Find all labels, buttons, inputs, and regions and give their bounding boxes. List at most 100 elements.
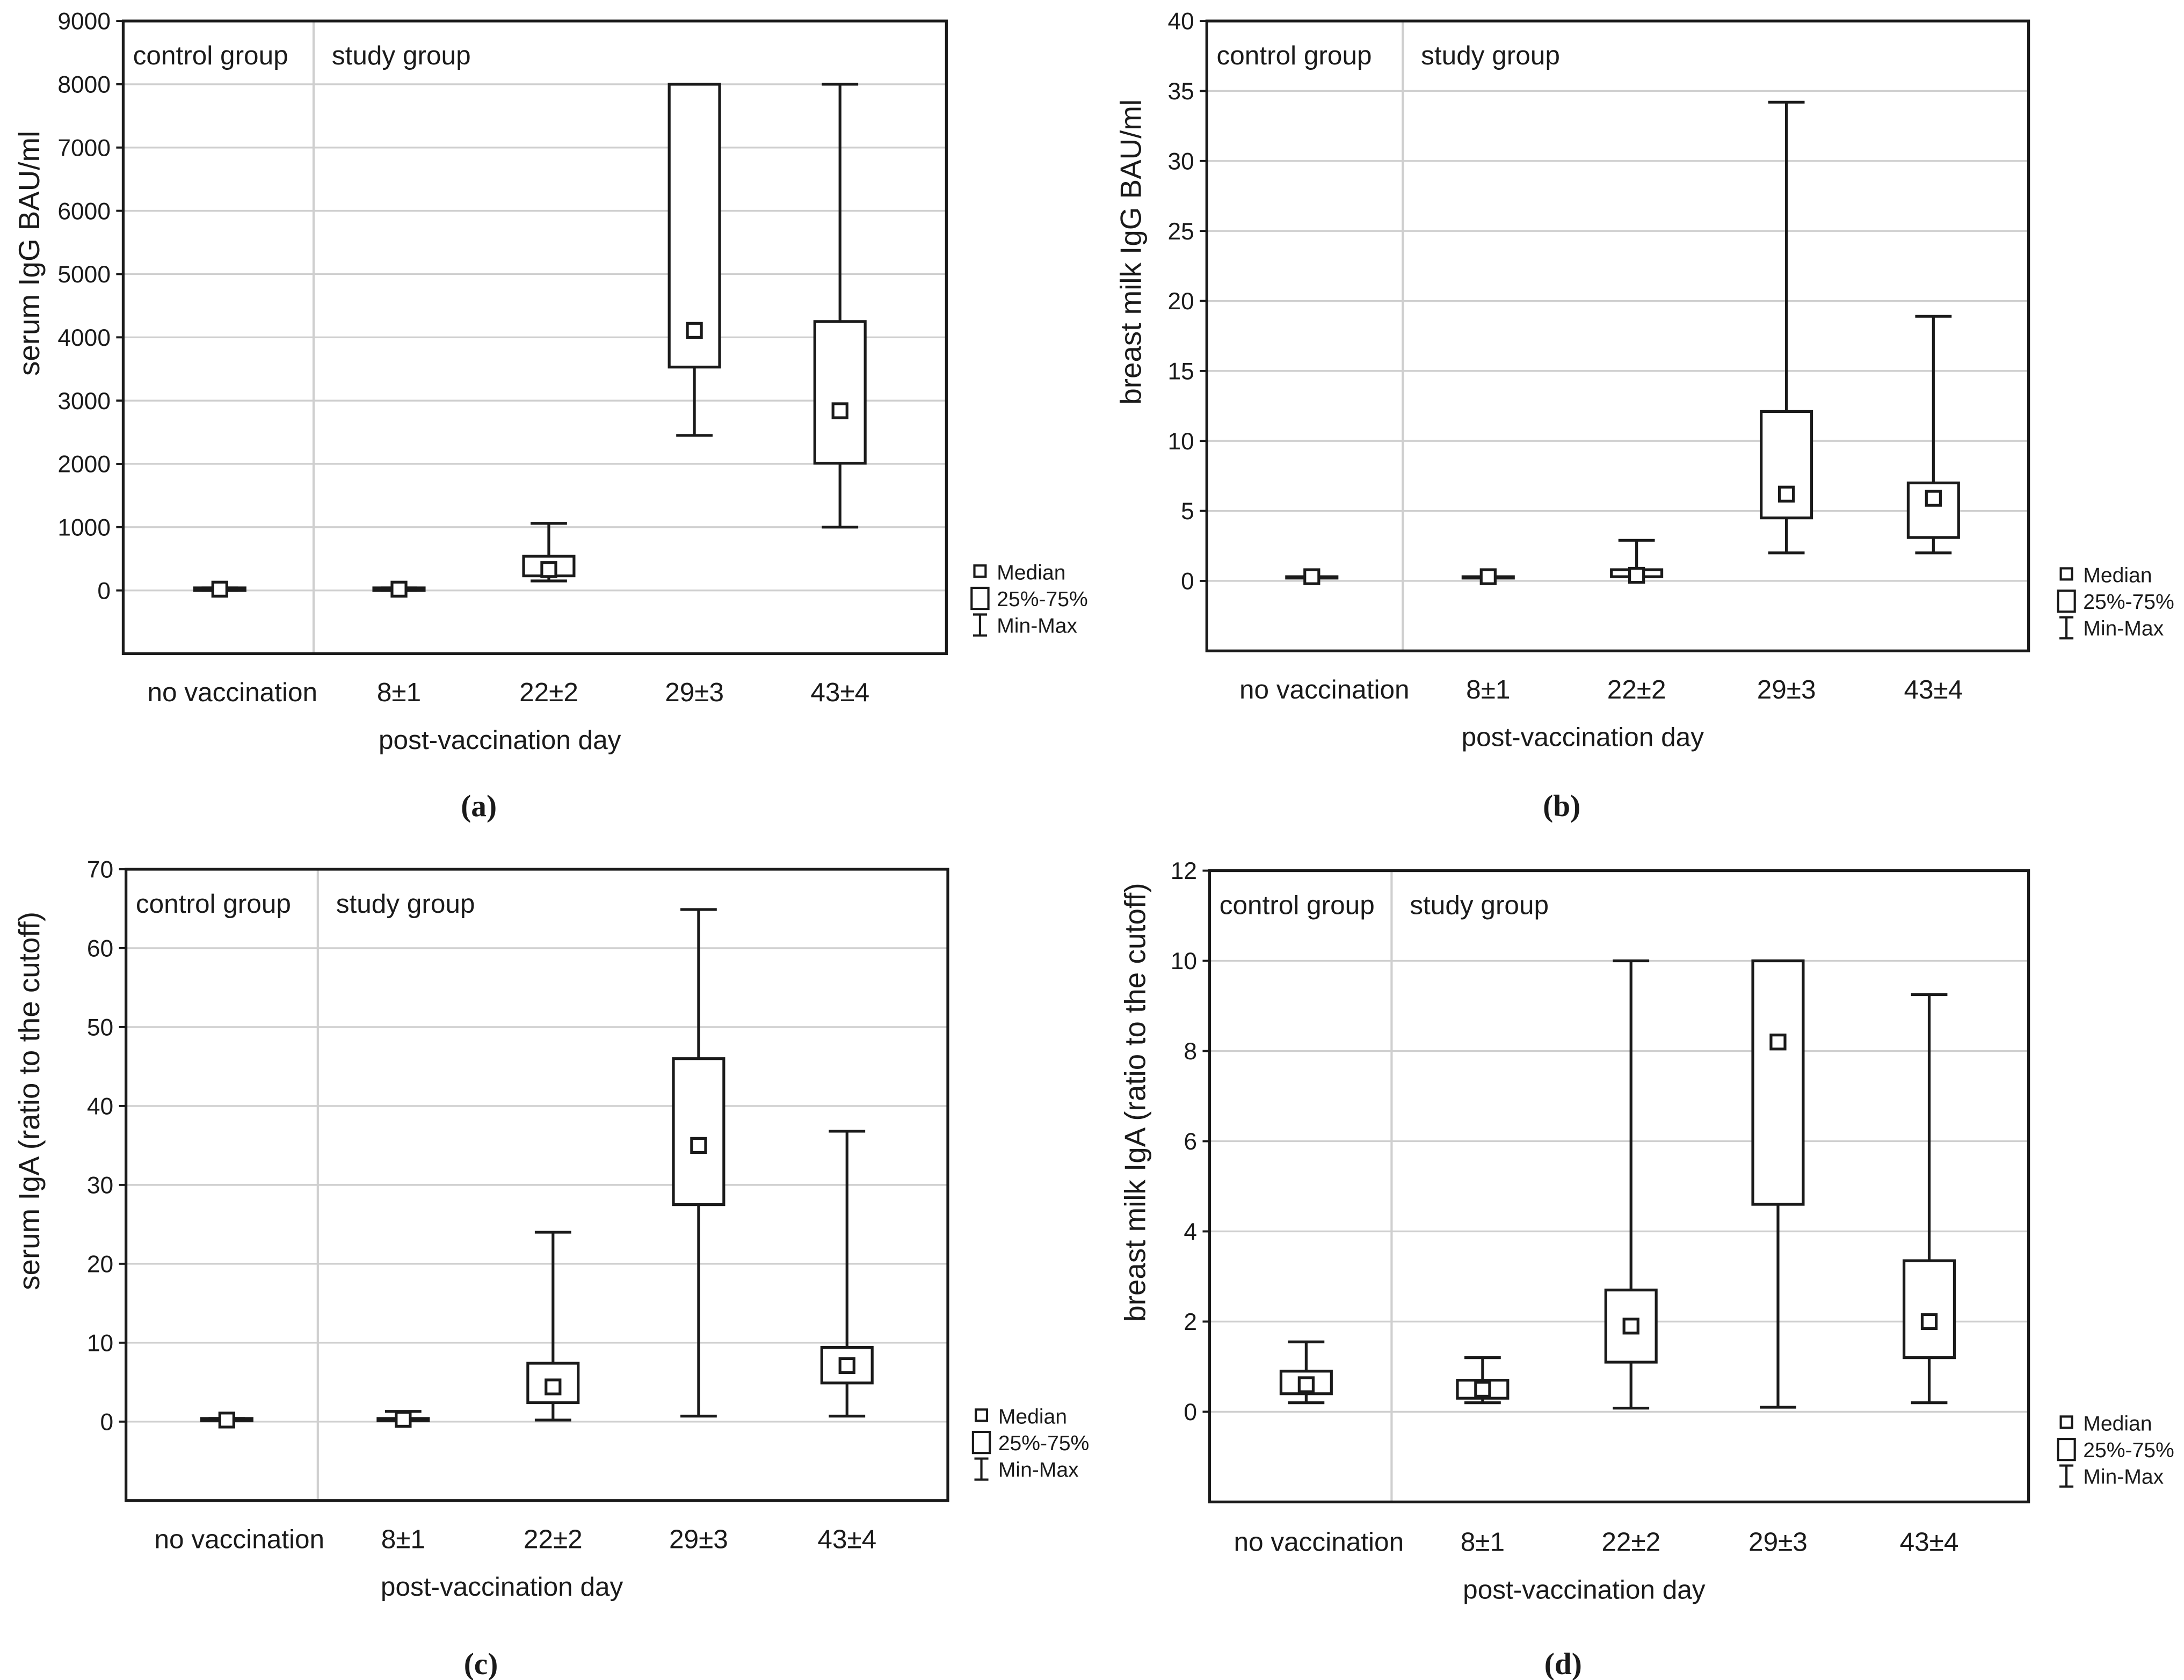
y-tick-label: 30 <box>1168 148 1194 174</box>
y-tick-label: 7000 <box>57 135 111 161</box>
iqr-box <box>672 1057 725 1206</box>
plot-frame <box>1205 19 2030 652</box>
y-tick-label: 9000 <box>57 9 111 35</box>
y-tick-label: 20 <box>1168 288 1194 315</box>
y-tick-label: 60 <box>87 936 113 962</box>
y-axis-title: serum IgG BAU/ml <box>12 131 46 376</box>
panel-caption: (c) <box>464 1647 498 1680</box>
x-category-label: 8±1 <box>1466 675 1510 704</box>
chart-panel-a: 0 1000 2000 3000 4000 5000 6000 7000 8000 9000 con… <box>12 9 1088 823</box>
panel-caption: (a) <box>461 789 497 823</box>
median-marker <box>1628 566 1645 584</box>
chart-panel-b: 0 5 10 15 20 25 30 35 40 control group study group… <box>1114 9 2174 823</box>
legend-iqr-icon <box>970 586 990 610</box>
study-group-label: study group <box>1421 41 1560 70</box>
y-tick-label: 20 <box>87 1251 113 1277</box>
chart-panel-c: 0 10 20 30 40 50 60 70 control group study group n… <box>12 857 1089 1680</box>
x-axis-title: post-vaccination day <box>1462 723 1704 752</box>
y-tick-label: 4 <box>1184 1219 1197 1245</box>
median-marker <box>218 1412 235 1429</box>
legend-iqr-label: 25%-75% <box>997 588 1088 611</box>
y-tick-label: 15 <box>1168 359 1194 385</box>
x-category-label: 8±1 <box>381 1524 425 1554</box>
x-category-label: 29±3 <box>1757 675 1816 704</box>
y-tick-label: 40 <box>1168 9 1194 35</box>
legend-iqr-icon <box>971 1430 991 1454</box>
median-marker <box>831 402 848 419</box>
legend-range-label: Min-Max <box>997 614 1077 637</box>
y-tick-label: 35 <box>1168 78 1194 105</box>
study-group-label: study group <box>332 41 471 70</box>
legend-median-icon <box>975 1408 989 1422</box>
legend-range-icon <box>973 613 987 637</box>
legend-range-icon <box>974 1457 989 1481</box>
x-category-label: no vaccination <box>1234 1528 1404 1557</box>
iqr-box <box>820 1346 874 1385</box>
median-marker <box>686 322 703 339</box>
x-category-label: 22±2 <box>519 678 578 707</box>
x-category-label: 22±2 <box>1607 675 1666 704</box>
y-axis-title: breast milk IgG BAU/ml <box>1114 99 1148 405</box>
y-tick-label: 10 <box>87 1330 113 1356</box>
y-tick-label: 40 <box>87 1094 113 1120</box>
y-axis-title: serum IgA (ratio to the cutoff) <box>12 912 46 1290</box>
median-marker <box>1920 1313 1938 1330</box>
median-marker <box>1622 1318 1639 1335</box>
legend-median-label: Median <box>998 1405 1067 1428</box>
panel-caption: (d) <box>1544 1647 1582 1680</box>
legend-median-icon <box>973 564 987 578</box>
y-tick-label: 70 <box>87 857 113 883</box>
iqr-box <box>1760 410 1813 520</box>
x-category-label: 43±4 <box>1900 1528 1959 1557</box>
legend-range-label: Min-Max <box>998 1458 1079 1481</box>
y-tick-label: 6000 <box>57 198 111 224</box>
iqr-box <box>813 320 867 465</box>
median-marker <box>1769 1034 1787 1051</box>
legend-iqr-label: 25%-75% <box>998 1432 1090 1455</box>
y-tick-label: 1000 <box>57 514 111 541</box>
x-axis-title: post-vaccination day <box>1463 1575 1706 1604</box>
median-marker <box>390 580 408 598</box>
x-category-label: 22±2 <box>524 1524 583 1554</box>
y-tick-label: 8000 <box>57 72 111 98</box>
x-axis-title: post-vaccination day <box>379 725 621 755</box>
median-marker <box>545 1378 562 1395</box>
y-tick-label: 30 <box>87 1173 113 1199</box>
median-marker <box>540 561 557 578</box>
legend-iqr-icon <box>2057 1437 2076 1461</box>
median-marker <box>1479 568 1497 585</box>
median-marker <box>395 1410 412 1428</box>
x-category-label: 22±2 <box>1601 1528 1660 1557</box>
legend-median-label: Median <box>2083 564 2152 587</box>
y-tick-label: 6 <box>1184 1129 1197 1155</box>
legend-range-label: Min-Max <box>2083 617 2164 641</box>
x-category-label: 43±4 <box>810 678 869 707</box>
y-tick-label: 0 <box>1184 1399 1197 1426</box>
y-tick-label: 0 <box>97 578 111 604</box>
legend-iqr-label: 25%-75% <box>2083 591 2174 614</box>
median-marker <box>1777 485 1795 503</box>
x-category-label: no vaccination <box>147 678 317 707</box>
x-category-label: no vaccination <box>1239 675 1410 704</box>
control-group-label: control group <box>136 889 291 919</box>
legend-median-icon <box>2059 567 2073 581</box>
y-tick-label: 8 <box>1184 1038 1197 1065</box>
median-marker <box>1297 1376 1315 1393</box>
y-tick-label: 50 <box>87 1015 113 1041</box>
legend-iqr-label: 25%-75% <box>2083 1439 2174 1462</box>
x-category-label: 43±4 <box>1904 675 1963 704</box>
x-category-label: no vaccination <box>155 1524 325 1554</box>
y-tick-label: 4000 <box>57 325 111 351</box>
median-marker <box>1303 568 1320 585</box>
x-category-label: 43±4 <box>817 1524 876 1554</box>
x-category-label: 29±3 <box>669 1524 728 1554</box>
chart-panel-d: 0 2 4 6 8 10 12 control group study group no vacc… <box>1119 858 2174 1680</box>
x-axis-title: post-vaccination day <box>381 1572 623 1602</box>
y-tick-label: 12 <box>1171 858 1197 884</box>
median-marker <box>838 1357 855 1374</box>
control-group-label: control group <box>133 41 288 70</box>
x-category-label: 8±1 <box>377 678 421 707</box>
median-marker <box>1474 1380 1491 1398</box>
legend-median-label: Median <box>2083 1412 2152 1435</box>
